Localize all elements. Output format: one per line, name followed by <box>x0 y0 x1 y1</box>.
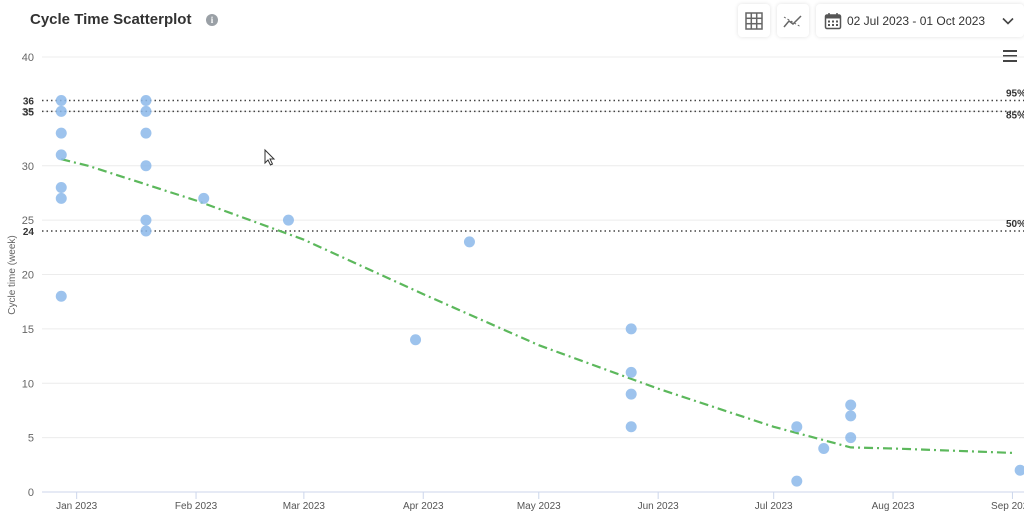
data-point[interactable] <box>463 236 475 248</box>
chart-header: Cycle Time Scatterplot i 02 <box>0 0 1024 44</box>
percentile-label: 50% <box>1006 219 1024 230</box>
chevron-down-icon <box>1002 17 1014 25</box>
data-point[interactable] <box>818 443 830 454</box>
data-point[interactable] <box>55 290 67 302</box>
data-point[interactable] <box>282 214 294 226</box>
x-tick-label: Mar 2023 <box>283 501 326 512</box>
data-point[interactable] <box>625 323 637 335</box>
y-tick-label: 10 <box>22 378 34 390</box>
data-point[interactable] <box>845 399 857 411</box>
data-point[interactable] <box>845 410 857 422</box>
trend-layer <box>61 158 1013 454</box>
y-tick-label: 20 <box>22 270 34 282</box>
mouse-cursor-icon <box>264 148 276 166</box>
grid-layer <box>42 56 1024 493</box>
data-point[interactable] <box>625 388 637 400</box>
percentile-lines: 36 95% 35 85% 24 50% <box>23 89 1024 238</box>
x-tick-label: Aug 2023 <box>872 501 915 512</box>
date-range-picker[interactable]: 02 Jul 2023 - 01 Oct 2023 <box>816 4 1024 37</box>
x-tick-label: Sep 2023 <box>991 501 1024 512</box>
data-point[interactable] <box>140 127 152 139</box>
data-point[interactable] <box>140 95 152 106</box>
trend-toggle-button[interactable] <box>777 4 809 37</box>
date-range-text: 02 Jul 2023 - 01 Oct 2023 <box>847 13 986 28</box>
hamburger-menu-icon[interactable] <box>1003 50 1017 62</box>
percentile-value-label: 35 <box>23 107 35 118</box>
y-tick-label: 35 <box>22 106 34 118</box>
data-point[interactable] <box>625 421 637 433</box>
x-tick-label: Jan 2023 <box>56 501 98 512</box>
data-point[interactable] <box>625 366 637 378</box>
data-point[interactable] <box>140 160 152 172</box>
trend-line <box>61 158 1013 454</box>
x-tick-label: May 2023 <box>517 501 561 512</box>
data-point[interactable] <box>55 182 67 193</box>
y-tick-label: 40 <box>22 52 34 64</box>
data-point[interactable] <box>140 105 152 117</box>
data-point[interactable] <box>140 214 152 226</box>
y-tick-label: 0 <box>28 487 34 499</box>
data-point[interactable] <box>55 105 67 117</box>
data-point[interactable] <box>791 421 803 433</box>
percentile-value-label: 24 <box>23 227 35 238</box>
data-point[interactable] <box>55 149 67 161</box>
y-axis-label: Cycle time (week) <box>7 235 18 314</box>
calendar-icon <box>824 12 842 29</box>
points-layer <box>55 95 1024 487</box>
data-point[interactable] <box>410 334 422 346</box>
data-point[interactable] <box>55 95 67 106</box>
data-point[interactable] <box>198 192 210 204</box>
chart-title: Cycle Time Scatterplot <box>30 11 192 28</box>
percentile-value-label: 36 <box>23 97 35 108</box>
trend-icon <box>783 14 802 27</box>
x-tick-label: Apr 2023 <box>403 501 444 512</box>
data-point[interactable] <box>55 192 67 204</box>
y-tick-label: 15 <box>22 324 34 336</box>
x-tick-label: Jun 2023 <box>638 501 680 512</box>
percentile-label: 95% <box>1006 89 1024 100</box>
data-point[interactable] <box>140 225 152 237</box>
x-tick-label: Jul 2023 <box>755 501 793 512</box>
data-point[interactable] <box>55 127 67 139</box>
y-tick-label: 30 <box>22 161 34 173</box>
percentile-label: 85% <box>1006 110 1024 121</box>
info-icon[interactable]: i <box>206 14 218 26</box>
grid-view-button[interactable] <box>738 4 770 37</box>
data-point[interactable] <box>791 475 803 487</box>
data-point[interactable] <box>1014 464 1024 476</box>
x-axis: Jan 2023 Feb 2023 Mar 2023 Apr 2023 May 2023… <box>42 491 1024 512</box>
y-axis: 0 5 10 15 20 25 30 35 40 <box>22 52 34 499</box>
x-tick-label: Feb 2023 <box>175 501 218 512</box>
grid-icon <box>745 11 763 30</box>
y-tick-label: 5 <box>28 433 34 445</box>
data-point[interactable] <box>845 432 857 444</box>
y-tick-label: 25 <box>22 215 34 227</box>
